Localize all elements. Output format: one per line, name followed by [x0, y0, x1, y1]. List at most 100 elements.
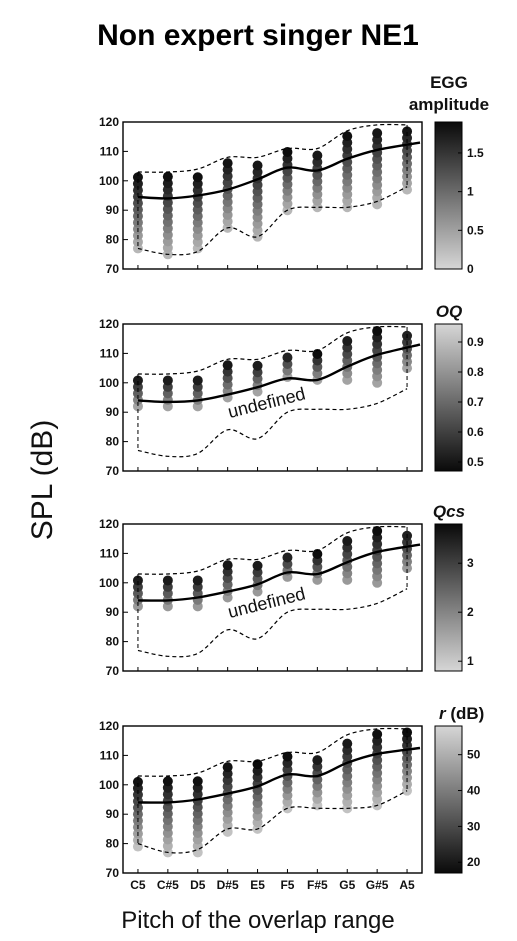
colorbar: [434, 121, 463, 270]
plot-frame: [122, 121, 423, 270]
colorbar: [434, 725, 463, 874]
colorbar-title-symbol: r: [439, 704, 447, 723]
data-point: [192, 776, 203, 787]
data-point: [132, 575, 143, 586]
colorbar-tick-label: 2: [467, 605, 474, 619]
upper-envelope: [137, 727, 408, 777]
data-point: [372, 128, 383, 139]
undefined-region-label: undefined: [226, 383, 308, 422]
data-point: [222, 158, 233, 169]
colorbar-tick-label: 0.6: [467, 425, 484, 439]
data-point: [312, 755, 323, 766]
y-tick-label: 90: [106, 203, 120, 217]
data-point: [402, 126, 413, 137]
x-tick-label: A5: [399, 878, 415, 892]
y-tick-label: 100: [99, 174, 119, 188]
colorbar-title: Qcs: [433, 502, 465, 521]
data-point: [252, 560, 263, 571]
data-point: [252, 360, 263, 371]
mean-curve: [137, 746, 421, 804]
x-tick-label: C#5: [157, 878, 179, 892]
data-point: [132, 375, 143, 386]
upper-envelope: [137, 525, 408, 575]
data-point: [312, 548, 323, 559]
colorbar-title-symbol: Qcs: [433, 502, 465, 521]
x-tick-label: F5: [280, 878, 294, 892]
colorbar-tick-label: 40: [467, 784, 481, 798]
y-tick-label: 120: [99, 115, 119, 129]
colorbar-tick-label: 0.5: [467, 455, 484, 469]
plot-frame: [122, 523, 423, 672]
data-point: [372, 326, 383, 337]
lower-envelope: [137, 588, 408, 658]
mean-curve: [137, 141, 421, 200]
data-point: [282, 352, 293, 363]
data-point: [192, 375, 203, 386]
panel-1: 70 80 90 100 110 120 undefined 0.5 0.6 0.7 0.8 0.9 O…: [99, 302, 484, 478]
colorbar-tick-label: 20: [467, 855, 481, 869]
data-point: [162, 776, 173, 787]
data-point: [342, 131, 353, 142]
data-point: [132, 776, 143, 787]
y-tick-label: 70: [106, 664, 120, 678]
y-tick-label: 70: [106, 866, 120, 880]
panel-3: 70 80 90 100 110 120 20 30 40 50 r (dB) C5 C#5 D5 D#5 E…: [99, 704, 484, 892]
data-point: [372, 729, 383, 740]
y-tick-label: 90: [106, 405, 120, 419]
x-tick-label: F#5: [307, 878, 328, 892]
data-point: [162, 171, 173, 182]
x-tick-label: C5: [130, 878, 146, 892]
colorbar: [434, 523, 463, 672]
colorbar-tick-label: 0.7: [467, 395, 484, 409]
panels: 70809010011012000.511.5EGGamplitude70809…: [99, 73, 489, 892]
colorbar-tick-label: 30: [467, 819, 481, 833]
y-tick-label: 90: [106, 807, 120, 821]
y-tick-label: 90: [106, 605, 120, 619]
mean-curve: [137, 343, 421, 404]
plot-frame: [122, 725, 423, 874]
colorbar-title: OQ: [436, 302, 462, 321]
colorbar-title: EGG: [430, 73, 468, 92]
data-point: [342, 336, 353, 347]
colorbar-tick-label: 50: [467, 748, 481, 762]
y-tick-label: 120: [99, 517, 119, 531]
y-tick-label: 80: [106, 435, 120, 449]
data-point: [162, 375, 173, 386]
y-tick-label: 100: [99, 576, 119, 590]
y-tick-label: 70: [106, 262, 120, 276]
x-tick-label: D#5: [217, 878, 239, 892]
upper-envelope: [137, 325, 408, 375]
data-point: [192, 575, 203, 586]
colorbar-title-symbol: OQ: [436, 302, 462, 321]
mean-curve: [137, 543, 421, 602]
y-tick-label: 100: [99, 376, 119, 390]
panel-0: 70 80 90 100 110 120 0 0.5 1 1.5 EGG amplitude: [99, 73, 489, 276]
colorbar-tick-label: 1: [467, 185, 474, 199]
x-tick-label: D5: [190, 878, 206, 892]
y-tick-label: 100: [99, 778, 119, 792]
data-point: [282, 552, 293, 563]
data-point: [222, 360, 233, 371]
colorbar-title: r (dB): [439, 704, 484, 723]
data-point: [342, 738, 353, 749]
data-point: [222, 762, 233, 773]
x-tick-label: G#5: [366, 878, 389, 892]
data-point: [372, 526, 383, 537]
upper-envelope: [137, 123, 408, 173]
y-tick-label: 80: [106, 635, 120, 649]
data-point: [162, 575, 173, 586]
x-axis-label: Pitch of the overlap range: [121, 907, 395, 934]
colorbar-tick-label: 3: [467, 556, 474, 570]
colorbar-tick-label: 0.8: [467, 365, 484, 379]
data-point: [252, 160, 263, 171]
colorbar-tick-label: 0.5: [467, 223, 484, 237]
y-tick-label: 70: [106, 464, 120, 478]
data-point: [192, 172, 203, 183]
colorbar-tick-label: 1.5: [467, 146, 484, 160]
data-point: [342, 536, 353, 547]
colorbar-title-line2: amplitude: [409, 95, 489, 114]
y-tick-label: 80: [106, 837, 120, 851]
data-point: [312, 150, 323, 161]
